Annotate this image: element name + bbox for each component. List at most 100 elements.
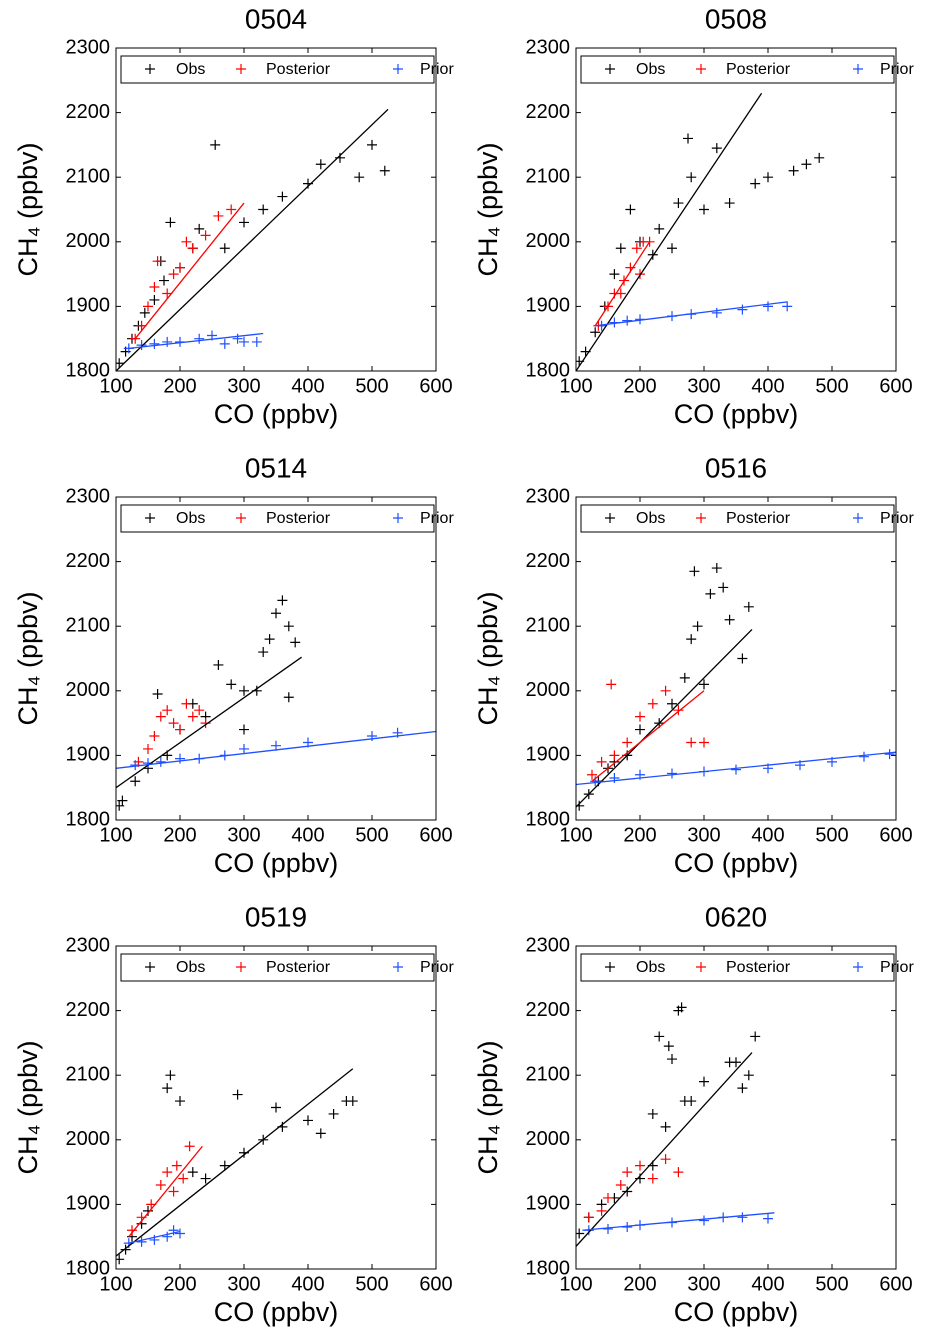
y-tick-label: 1800 bbox=[526, 359, 571, 381]
panel: 0620 CO (ppbv) CH₄ (ppbv) 100 200 300 400 500 60… bbox=[473, 901, 914, 1327]
point bbox=[699, 204, 709, 215]
fit-line bbox=[576, 751, 896, 786]
plot-frame bbox=[575, 945, 897, 1270]
fit-line bbox=[576, 628, 753, 808]
point bbox=[226, 679, 237, 690]
point bbox=[590, 327, 601, 338]
chart-title: 0519 bbox=[245, 901, 307, 932]
point bbox=[200, 230, 211, 241]
y-tick-label: 2300 bbox=[526, 485, 571, 507]
fit-line bbox=[591, 690, 705, 782]
point bbox=[120, 1244, 131, 1255]
point bbox=[660, 1154, 671, 1165]
legend-label: Posterior bbox=[726, 510, 791, 527]
plot-area bbox=[576, 92, 825, 371]
point bbox=[264, 634, 275, 645]
point bbox=[210, 139, 221, 150]
point bbox=[647, 1173, 658, 1184]
y-tick-label: 2100 bbox=[526, 1063, 571, 1085]
chart-title: 0516 bbox=[705, 452, 767, 483]
point bbox=[116, 1254, 125, 1265]
point bbox=[162, 705, 173, 716]
fit-line bbox=[582, 1212, 775, 1231]
point bbox=[178, 1173, 189, 1184]
point bbox=[271, 740, 281, 751]
legend: Obs Posterior Prior bbox=[580, 953, 914, 982]
x-tick-label: 100 bbox=[99, 375, 132, 397]
point bbox=[622, 315, 633, 326]
legend-box bbox=[580, 953, 895, 982]
x-tick-label: 600 bbox=[879, 1273, 912, 1295]
legend-box bbox=[120, 504, 435, 533]
point bbox=[168, 718, 179, 729]
x-tick-label: 200 bbox=[163, 1273, 196, 1295]
point bbox=[226, 204, 237, 215]
x-tick-label: 500 bbox=[355, 1273, 388, 1295]
fit-line bbox=[595, 301, 788, 327]
point bbox=[609, 750, 620, 761]
legend-label: Obs bbox=[176, 959, 205, 976]
point bbox=[654, 1031, 665, 1042]
point bbox=[303, 1115, 313, 1126]
fit-line bbox=[116, 730, 436, 769]
point bbox=[251, 336, 262, 347]
x-tick-label: 300 bbox=[687, 1273, 720, 1295]
point bbox=[673, 705, 684, 716]
point bbox=[763, 172, 773, 183]
legend-label: Prior bbox=[420, 510, 454, 527]
point bbox=[635, 724, 645, 735]
legend-label: Obs bbox=[176, 510, 205, 527]
x-tick-label: 500 bbox=[355, 824, 388, 846]
plot-frame bbox=[115, 496, 437, 821]
point bbox=[239, 743, 249, 754]
point bbox=[271, 608, 281, 619]
plot-frame bbox=[115, 945, 437, 1270]
y-tick-label: 1900 bbox=[526, 295, 571, 317]
legend: Obs Posterior Prior bbox=[120, 504, 454, 533]
x-tick-label: 300 bbox=[687, 824, 720, 846]
point bbox=[152, 256, 163, 267]
point bbox=[136, 340, 147, 351]
point bbox=[155, 1180, 166, 1191]
legend-label: Prior bbox=[420, 61, 454, 78]
x-tick-label: 200 bbox=[163, 375, 196, 397]
point bbox=[149, 294, 160, 305]
x-tick-label: 200 bbox=[623, 824, 656, 846]
point bbox=[184, 1141, 195, 1152]
point bbox=[737, 653, 748, 664]
point bbox=[130, 776, 141, 787]
point bbox=[737, 1083, 748, 1094]
point bbox=[689, 566, 700, 577]
point bbox=[686, 172, 697, 183]
point bbox=[175, 1228, 185, 1239]
point bbox=[814, 152, 825, 163]
legend-marker bbox=[696, 513, 706, 523]
y-tick-label: 2000 bbox=[526, 230, 571, 252]
y-tick-label: 2000 bbox=[526, 1128, 571, 1150]
point bbox=[622, 1167, 633, 1178]
point bbox=[801, 159, 812, 170]
x-tick-label: 500 bbox=[815, 375, 848, 397]
point bbox=[155, 711, 166, 722]
point bbox=[165, 1070, 176, 1081]
point bbox=[699, 1076, 709, 1087]
x-tick-label: 100 bbox=[559, 375, 592, 397]
legend-label: Obs bbox=[636, 959, 665, 976]
point bbox=[139, 307, 150, 318]
point bbox=[622, 737, 633, 748]
legend-marker bbox=[605, 64, 615, 74]
fit-line bbox=[576, 92, 763, 371]
point bbox=[171, 1160, 182, 1171]
legend-label: Prior bbox=[880, 510, 914, 527]
x-tick-label: 100 bbox=[559, 1273, 592, 1295]
legend: Obs Posterior Prior bbox=[120, 55, 454, 84]
point bbox=[277, 595, 288, 606]
y-tick-label: 2000 bbox=[66, 679, 111, 701]
point bbox=[609, 773, 620, 784]
point bbox=[660, 1121, 671, 1132]
legend-box bbox=[580, 55, 895, 84]
x-tick-label: 200 bbox=[163, 824, 196, 846]
y-tick-label: 2000 bbox=[66, 1128, 111, 1150]
plot-area bbox=[576, 563, 896, 811]
